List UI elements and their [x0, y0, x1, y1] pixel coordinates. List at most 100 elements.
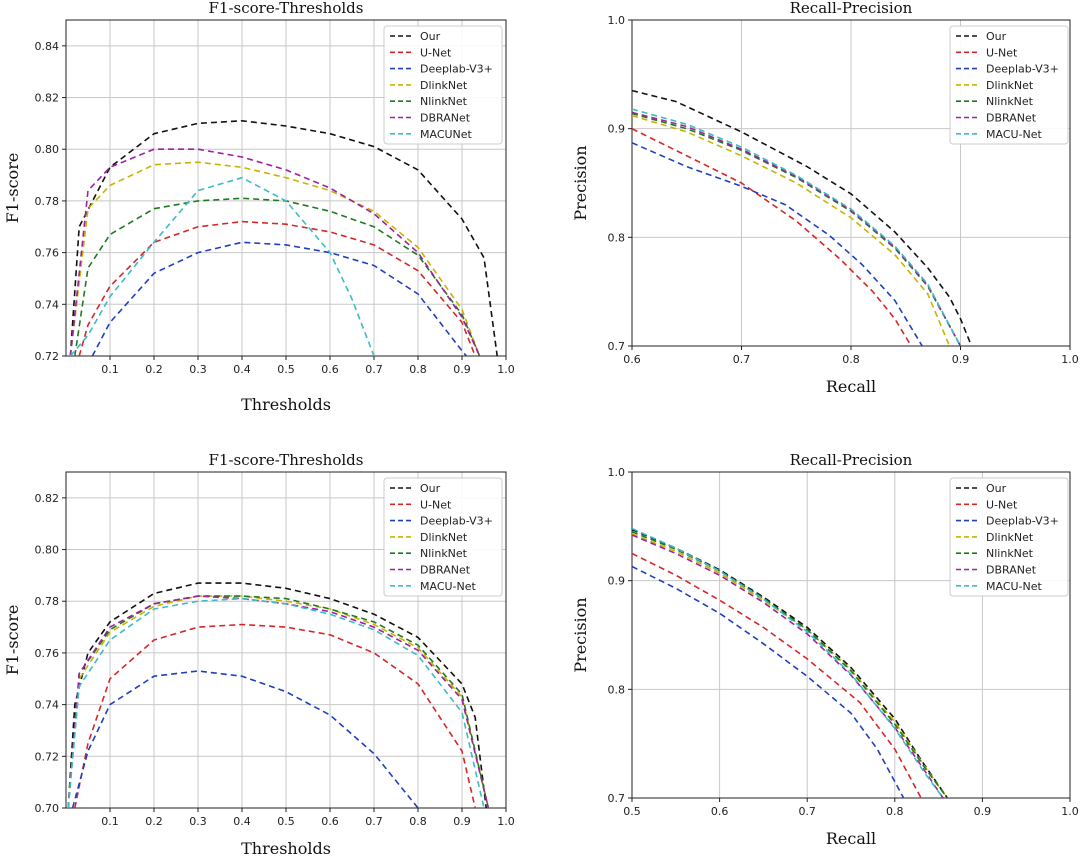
y-tick-label: 0.70	[35, 802, 60, 815]
y-tick-label: 0.72	[35, 350, 60, 363]
x-tick-label: 0.7	[365, 363, 383, 376]
y-axis-label: Precision	[571, 597, 590, 672]
x-tick-label: 0.5	[277, 363, 295, 376]
x-tick-label: 0.6	[321, 815, 339, 828]
legend-box	[383, 477, 503, 597]
series-line-macu-net	[67, 597, 485, 808]
x-tick-label: 0.6	[321, 363, 339, 376]
legend: Our U-Net Deeplab-V3+ DlinkNet NlinkNet DBRAN…	[383, 25, 503, 145]
legend-label-deeplab-v3: Deeplab-V3+	[986, 63, 1059, 76]
legend-label-u-net: U-Net	[986, 46, 1018, 59]
x-tick-label: 0.2	[145, 815, 163, 828]
series-line-deeplab-v3	[632, 565, 905, 798]
series-line-nlinknet	[632, 112, 962, 346]
chart-panel-3: 0.1 0.2 0.3 0.4 0.5 0.6 0.7 0.8 0.9 1.0 0.70 0.72 0.…	[3, 451, 515, 856]
legend-box	[949, 25, 1069, 145]
y-tick-label: 1.0	[608, 14, 626, 27]
plot-frame	[631, 471, 1071, 799]
legend-label-nlinknet: NlinkNet	[420, 95, 468, 108]
x-tick-label: 0.6	[711, 805, 729, 818]
series-line-dlinknet	[632, 114, 951, 346]
legend-label-dbranet: DBRANet	[986, 564, 1037, 577]
y-tick-label: 0.9	[608, 575, 626, 588]
chart-panel-1: 0.1 0.2 0.3 0.4 0.5 0.6 0.7 0.8 0.9 1.0 0.72 0.74 0.…	[3, 0, 515, 414]
y-tick-label: 0.74	[35, 298, 60, 311]
series-line-u-net	[632, 552, 922, 798]
legend-box	[383, 25, 503, 145]
legend-label-dlinknet: DlinkNet	[986, 79, 1034, 92]
y-tick-label: 0.76	[35, 247, 60, 260]
y-tick-label: 0.7	[608, 792, 626, 805]
legend-label-our: Our	[420, 30, 441, 43]
x-tick-label: 0.7	[365, 815, 383, 828]
y-tick-label: 0.7	[608, 340, 626, 353]
legend-label-our: Our	[986, 30, 1007, 43]
series-line-u-net	[632, 127, 912, 346]
y-tick-label: 0.72	[35, 750, 60, 763]
y-tick-label: 0.8	[608, 231, 626, 244]
x-tick-label: 1.0	[1061, 353, 1079, 366]
x-tick-label: 0.7	[733, 353, 751, 366]
series-line-macunet	[69, 176, 375, 356]
x-tick-label: 0.8	[886, 805, 904, 818]
x-tick-label: 0.9	[974, 805, 992, 818]
series-line-nlinknet	[74, 197, 481, 356]
y-tick-label: 0.82	[35, 492, 60, 505]
x-tick-label: 0.1	[101, 815, 119, 828]
x-tick-label: 0.9	[453, 815, 471, 828]
x-tick-label: 1.0	[497, 363, 515, 376]
legend-label-macunet: MACUNet	[420, 128, 473, 141]
x-tick-label: 0.3	[189, 363, 207, 376]
y-tick-label: 0.9	[608, 123, 626, 136]
series-line-deeplab-v3	[71, 670, 419, 808]
legend-label-deeplab-v3: Deeplab-V3+	[420, 515, 493, 528]
legend-label-deeplab-v3: Deeplab-V3+	[420, 63, 493, 76]
y-tick-label: 1.0	[608, 466, 626, 479]
x-tick-label: 1.0	[497, 815, 515, 828]
y-tick-label: 0.78	[35, 195, 60, 208]
y-tick-label: 0.84	[35, 40, 60, 53]
x-tick-label: 0.7	[798, 805, 816, 818]
series-group	[69, 120, 498, 356]
y-tick-label: 0.74	[35, 699, 60, 712]
y-axis-label: F1-score	[3, 153, 22, 224]
y-tick-label: 0.78	[35, 595, 60, 608]
legend-label-macu-net: MACU-Net	[986, 128, 1043, 141]
series-group	[632, 527, 949, 798]
series-line-dbranet	[632, 534, 944, 798]
legend-label-dlinknet: DlinkNet	[420, 531, 468, 544]
legend-label-nlinknet: NlinkNet	[420, 547, 468, 560]
x-tick-label: 0.8	[409, 363, 427, 376]
x-tick-label: 0.8	[842, 353, 860, 366]
legend-label-nlinknet: NlinkNet	[986, 547, 1034, 560]
legend-label-dlinknet: DlinkNet	[420, 79, 468, 92]
legend-label-dbranet: DBRANet	[986, 112, 1037, 125]
chart-title: Recall-Precision	[790, 0, 913, 17]
series-line-dlinknet	[67, 595, 490, 808]
y-tick-label: 0.82	[35, 92, 60, 105]
series-line-deeplab-v3	[632, 142, 923, 346]
chart-title: F1-score-Thresholds	[209, 451, 364, 469]
x-axis-label: Thresholds	[241, 839, 331, 856]
series-line-dbranet	[69, 148, 481, 356]
y-axis-label: F1-score	[3, 605, 22, 676]
x-axis-label: Recall	[826, 377, 876, 396]
y-tick-label: 0.76	[35, 647, 60, 660]
x-tick-label: 0.9	[952, 353, 970, 366]
y-tick-label: 0.80	[35, 544, 60, 557]
series-line-macu-net	[632, 108, 962, 346]
x-tick-label: 0.6	[623, 353, 641, 366]
series-line-dlinknet	[69, 161, 481, 356]
series-line-deeplab-v3	[91, 241, 468, 356]
legend-label-deeplab-v3: Deeplab-V3+	[986, 515, 1059, 528]
x-tick-label: 0.4	[233, 363, 251, 376]
series-line-dbranet	[632, 111, 962, 346]
series-group	[632, 89, 973, 346]
legend-label-nlinknet: NlinkNet	[986, 95, 1034, 108]
chart-panel-2: 0.6 0.7 0.8 0.9 1.00.70.80.91.0Recall-Precis…	[571, 0, 1079, 396]
legend-label-our: Our	[986, 482, 1007, 495]
series-line-our	[69, 120, 498, 356]
legend-box	[949, 477, 1069, 597]
x-tick-label: 0.8	[409, 815, 427, 828]
legend-label-macu-net: MACU-Net	[986, 580, 1043, 593]
